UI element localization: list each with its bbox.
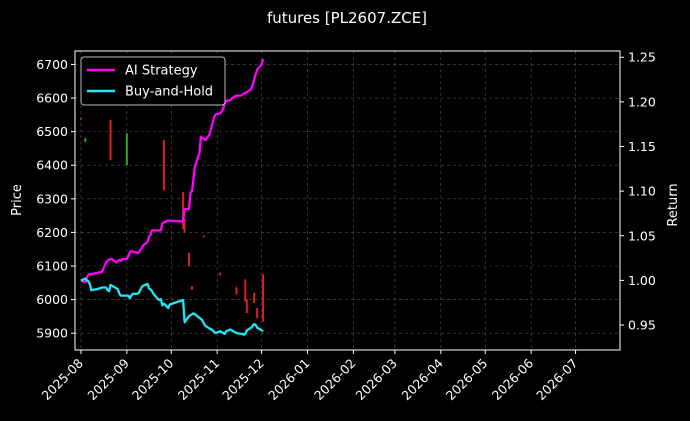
series-line-buy-and-hold (80, 277, 264, 336)
candle-body (190, 286, 193, 290)
candle-body (125, 133, 128, 166)
legend-box (80, 56, 226, 106)
candle-body (256, 308, 259, 319)
y-right-tick-label: 1.20 (628, 94, 656, 109)
candle-body (244, 279, 247, 302)
candle-body (183, 218, 186, 233)
chart-title: futures [PL2607.ZCE] (267, 9, 427, 27)
y-left-tick-label: 6300 (36, 191, 68, 206)
y-left-tick-label: 6500 (36, 124, 68, 139)
candle-body (235, 287, 238, 295)
series-lines (80, 58, 265, 336)
y-right-tick-label: 1.05 (628, 228, 656, 243)
legend-label: AI Strategy (125, 64, 198, 79)
legend: AI Strategy Buy-and-Hold (80, 56, 226, 106)
y-axis-right-label: Return (666, 183, 681, 226)
y-left-tick-label: 6600 (36, 91, 68, 106)
candle-body (188, 252, 191, 267)
legend-label: Buy-and-Hold (125, 85, 213, 100)
y-left-tick-label: 6000 (36, 292, 68, 307)
candle-body (84, 138, 87, 142)
y-axis-left: 5900 6000 6100 6200 6300 6400 6500 6600 6700 (36, 57, 75, 341)
plot-frame (74, 50, 621, 351)
candle-body (262, 274, 265, 322)
y-right-tick-label: 1.25 (628, 50, 656, 65)
y-right-tick-label: 1.10 (628, 184, 656, 199)
candle-body (219, 272, 222, 276)
y-left-tick-label: 6400 (36, 158, 68, 173)
y-left-tick-label: 5900 (36, 326, 68, 341)
candle-body (162, 140, 165, 191)
candle-body (253, 292, 256, 303)
candle-body (79, 118, 82, 120)
y-left-tick-label: 6200 (36, 225, 68, 240)
y-right-tick-label: 0.95 (628, 318, 656, 333)
y-right-tick-label: 1.00 (628, 273, 656, 288)
candle-body (245, 299, 248, 314)
candlesticks (79, 118, 265, 322)
candle-body (182, 192, 185, 230)
y-axis-left-label: Price (10, 184, 25, 216)
series-line-ai-strategy (80, 58, 265, 284)
y-left-tick-label: 6100 (36, 259, 68, 274)
y-right-tick-label: 1.15 (628, 139, 656, 154)
candle-body (109, 119, 112, 161)
y-axis-right: 0.95 1.00 1.05 1.10 1.15 1.20 1.25 (620, 50, 656, 333)
y-left-tick-label: 6700 (36, 57, 68, 72)
candle-body (202, 235, 205, 238)
